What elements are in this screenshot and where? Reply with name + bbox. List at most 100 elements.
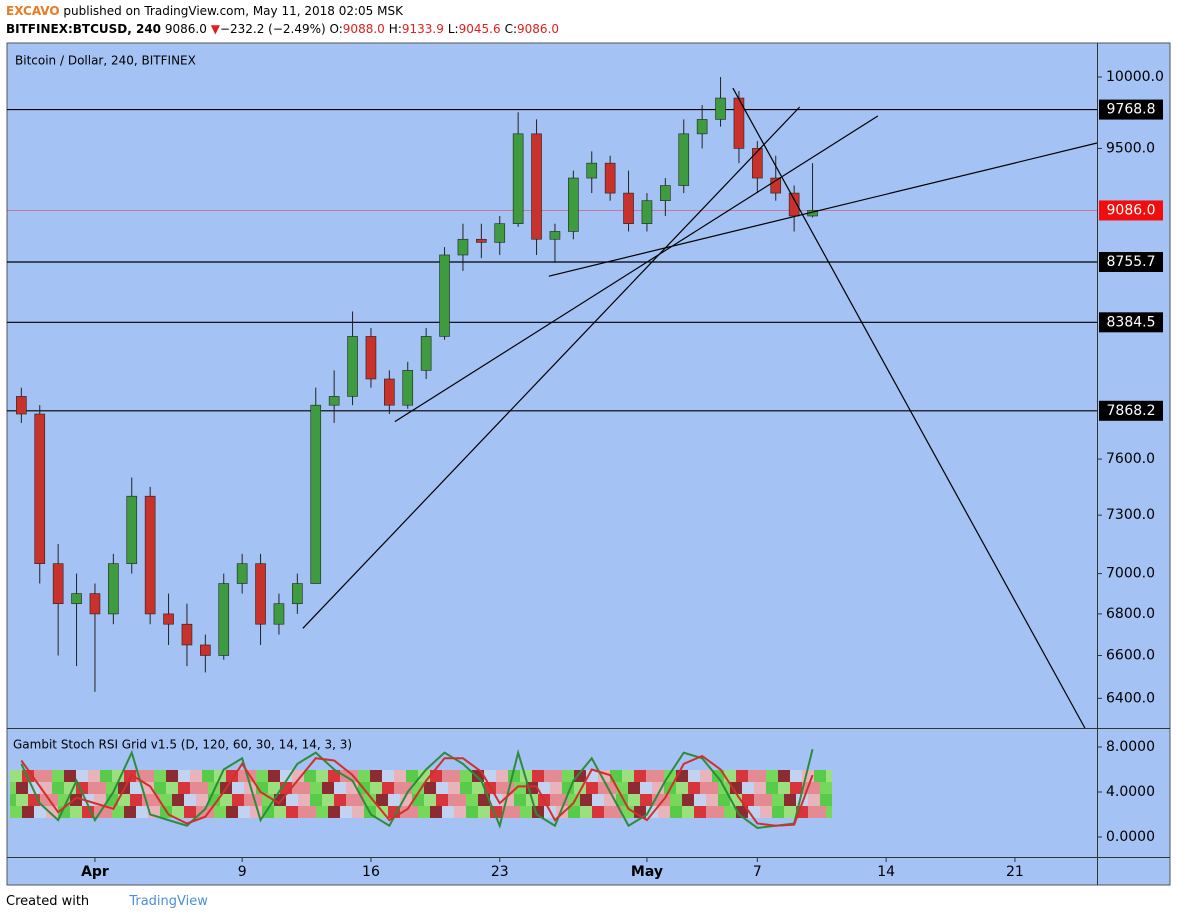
grid-cell [490,806,496,818]
grid-cell [346,782,352,794]
footer: Created with TradingView [6,894,208,909]
grid-cell [130,782,136,794]
grid-cell [82,770,88,782]
grid-cell [550,806,556,818]
grid-cell [418,806,424,818]
grid-cell [184,770,190,782]
grid-cell [178,806,184,818]
grid-cell [814,770,820,782]
grid-cell [790,770,796,782]
grid-cell [124,782,130,794]
grid-cell [784,806,790,818]
grid-cell [172,770,178,782]
grid-cell [730,770,736,782]
grid-cell [88,770,94,782]
grid-cell [586,794,592,806]
grid-cell [502,806,508,818]
grid-cell [466,770,472,782]
candle-body [752,148,763,179]
grid-cell [754,794,760,806]
grid-cell [22,794,28,806]
trendline [302,106,801,629]
grid-cell [604,806,610,818]
stoch-line [20,754,814,827]
grid-cell [292,770,298,782]
grid-cell [448,770,454,782]
grid-cell [610,794,616,806]
grid-cell [346,794,352,806]
grid-cell [622,794,628,806]
grid-cell [268,770,274,782]
grid-cell [154,794,160,806]
grid-cell [274,782,280,794]
candle-body [328,396,340,406]
grid-cell [214,770,220,782]
grid-cell [790,806,796,818]
grid-cell [106,770,112,782]
y-tick-label: 6400.0 [1106,690,1155,706]
y-tick-label: 7000.0 [1106,566,1155,582]
grid-cell [328,782,334,794]
grid-cell [610,806,616,818]
grid-cell [760,794,766,806]
grid-cell [334,770,340,782]
grid-cell [16,794,22,806]
grid-cell [580,806,586,818]
grid-cell [724,806,730,818]
grid-cell [292,794,298,806]
grid-cell [52,806,58,818]
grid-cell [388,770,394,782]
grid-cell [130,806,136,818]
grid-cell [388,782,394,794]
grid-cell [232,794,238,806]
grid-cell [814,806,820,818]
x-tick-label: 14 [877,864,895,880]
grid-cell [460,782,466,794]
grid-cell [760,806,766,818]
grid-cell [682,782,688,794]
grid-cell [406,806,412,818]
grid-cell [448,806,454,818]
grid-cell [322,782,328,794]
grid-cell [136,806,142,818]
candle-body [126,495,138,564]
candle-body [365,336,377,380]
grid-cell [646,770,652,782]
grid-cell [826,782,832,794]
grid-cell [94,770,100,782]
grid-cell [370,806,376,818]
author: EXCAVO [6,4,60,18]
candle-body [512,133,524,224]
candle-body [34,413,46,564]
grid-cell [172,806,178,818]
grid-cell [544,794,550,806]
grid-cell [496,770,502,782]
grid-cell [52,770,58,782]
last-price-label: 9086.0 [1107,202,1156,218]
grid-cell [220,782,226,794]
grid-cell [766,770,772,782]
grid-cell [718,806,724,818]
grid-cell [484,806,490,818]
grid-cell [508,806,514,818]
grid-cell [520,794,526,806]
grid-cell [670,782,676,794]
grid-cell [46,770,52,782]
grid-cell [676,806,682,818]
grid-cell [310,770,316,782]
grid-cell [304,782,310,794]
grid-cell [388,806,394,818]
grid-cell [124,806,130,818]
grid-cell [112,806,118,818]
grid-cell [10,782,16,794]
grid-cell [376,794,382,806]
grid-cell [640,806,646,818]
grid-cell [274,806,280,818]
candle-body [531,133,542,240]
grid-cell [412,770,418,782]
grid-cell [652,806,658,818]
y-tick-label: 6800.0 [1106,606,1155,622]
grid-cell [142,806,148,818]
grid-cell [808,770,814,782]
